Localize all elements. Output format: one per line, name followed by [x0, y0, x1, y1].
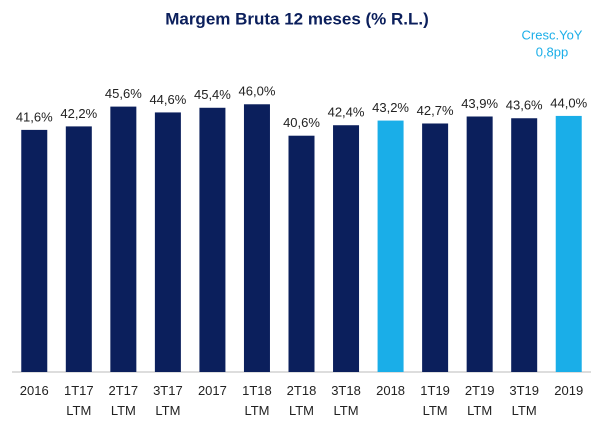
x-tick-label: 2016: [20, 383, 49, 398]
value-label: 42,4%: [328, 105, 365, 120]
x-tick-label: 2T18 LTM: [287, 383, 317, 418]
value-label: 44,0%: [550, 95, 587, 110]
x-tick-label: 2019: [554, 383, 583, 398]
bar: [243, 104, 270, 372]
bar: [21, 129, 48, 372]
chart-title: Margem Bruta 12 meses (% R.L.): [165, 9, 429, 28]
bar: [154, 112, 181, 372]
bar: [199, 107, 226, 372]
x-tick-label: 2017: [198, 383, 227, 398]
bar: [377, 120, 404, 373]
value-label: 45,4%: [194, 87, 231, 102]
x-tick-label: 3T17 LTM: [153, 383, 183, 418]
x-tick-label: 3T18 LTM: [331, 383, 361, 418]
bar: [110, 106, 137, 372]
value-label: 42,2%: [60, 106, 97, 121]
bar: [422, 123, 449, 373]
x-tick-label: 2T19 LTM: [465, 383, 495, 418]
bar: [288, 135, 315, 372]
x-tick-label: 1T19 LTM: [420, 383, 450, 418]
value-label: 43,6%: [506, 98, 543, 113]
annotation: 0,8pp: [536, 44, 569, 59]
x-tick-label: 3T19 LTM: [509, 383, 539, 418]
x-tick-label: 1T18 LTM: [242, 383, 272, 418]
value-label: 46,0%: [239, 84, 276, 99]
annotation: Cresc.YoY: [522, 27, 583, 42]
bar: [65, 126, 92, 372]
value-label: 45,6%: [105, 86, 142, 101]
x-tick-label: 2T17 LTM: [109, 383, 139, 418]
value-label: 40,6%: [283, 115, 320, 130]
bar: [511, 118, 538, 372]
bar: [555, 115, 582, 373]
value-label: 42,7%: [417, 103, 454, 118]
bar: [466, 116, 493, 372]
x-tick-label: 2018: [376, 383, 405, 398]
x-tick-label: 1T17 LTM: [64, 383, 94, 418]
value-label: 41,6%: [16, 109, 53, 124]
value-label: 44,6%: [149, 92, 186, 107]
value-label: 43,2%: [372, 100, 409, 115]
value-label: 43,9%: [461, 96, 498, 111]
bar: [333, 125, 360, 373]
